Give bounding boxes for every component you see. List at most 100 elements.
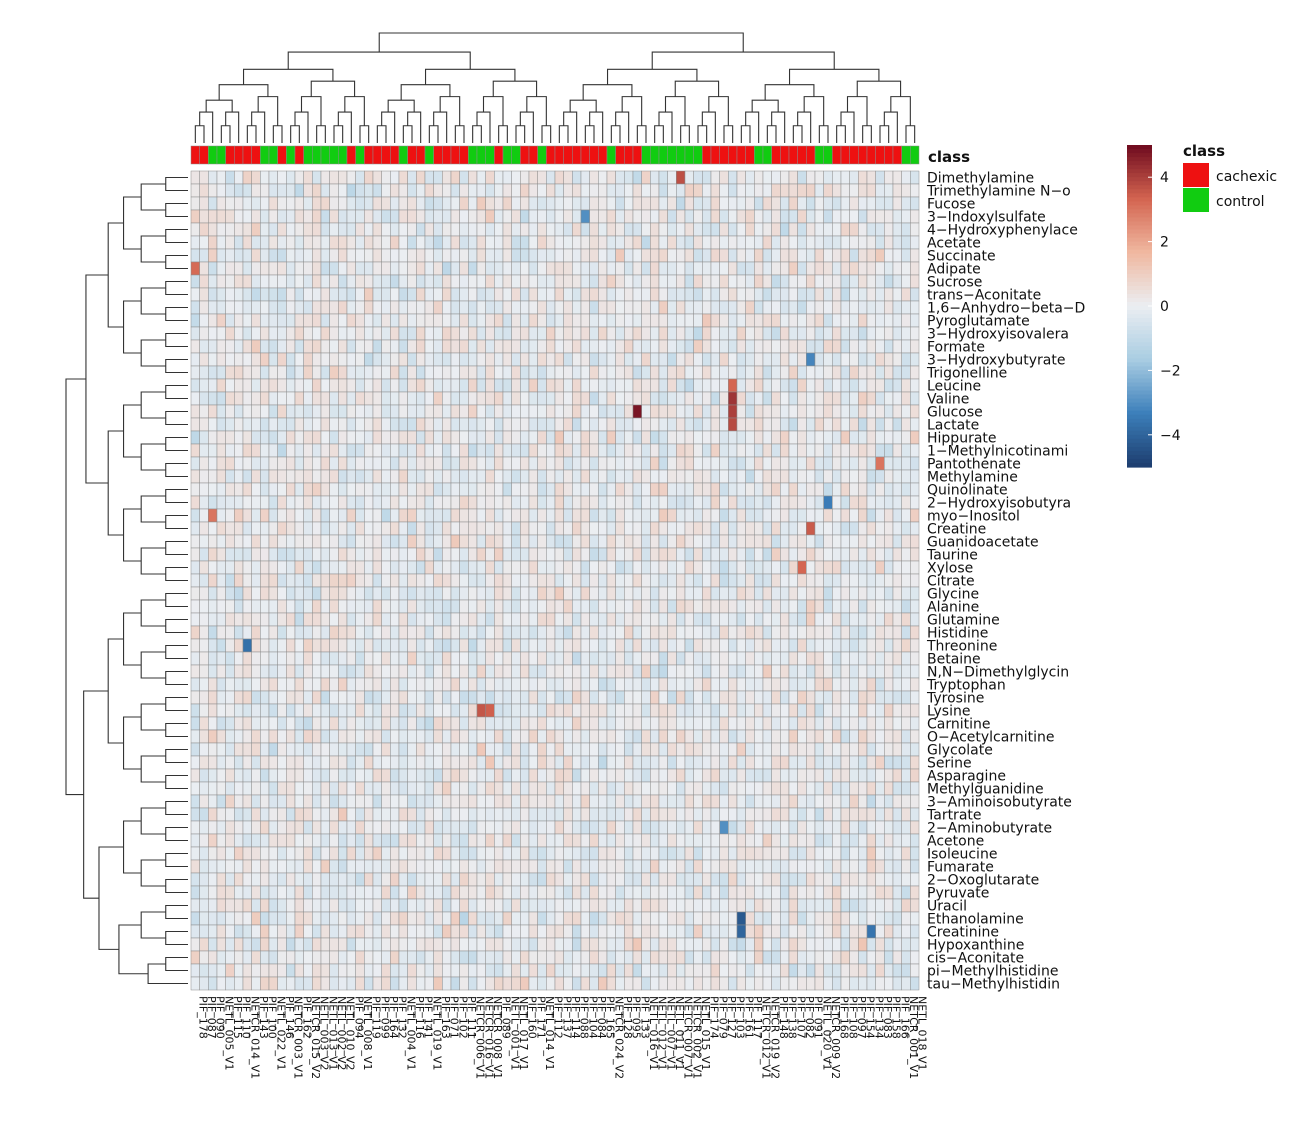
heatmap-cell — [528, 339, 538, 354]
heatmap-cell — [624, 794, 634, 809]
heatmap-cell — [658, 560, 668, 575]
dendrogram-branch — [519, 111, 534, 143]
heatmap-cell — [520, 820, 530, 835]
heatmap-cell — [199, 638, 209, 653]
heatmap-cell — [260, 833, 270, 848]
heatmap-cell — [849, 729, 859, 744]
dendrogram-branch — [165, 540, 188, 556]
heatmap-cell — [667, 547, 677, 562]
heatmap-cell — [225, 651, 235, 666]
heatmap-cell — [684, 729, 694, 744]
heatmap-cell — [641, 430, 651, 445]
heatmap-cell — [901, 235, 911, 250]
heatmap-cell — [329, 599, 339, 614]
class-annotation-cell — [866, 145, 876, 165]
heatmap-cell — [780, 313, 790, 328]
heatmap-cell — [320, 729, 330, 744]
heatmap-cell — [199, 677, 209, 692]
heatmap-cell — [251, 859, 261, 874]
heatmap-cell — [580, 248, 590, 263]
heatmap-cell — [528, 846, 538, 861]
heatmap-cell — [572, 183, 582, 198]
heatmap-cell — [554, 183, 564, 198]
heatmap-cell — [355, 755, 365, 770]
heatmap-cell — [416, 235, 426, 250]
heatmap-cell — [780, 690, 790, 705]
heatmap-cell — [208, 586, 218, 601]
heatmap-cell — [710, 456, 720, 471]
heatmap-cell — [632, 274, 642, 289]
heatmap-cell — [580, 768, 590, 783]
heatmap-cell — [216, 196, 226, 211]
heatmap-cell — [771, 768, 781, 783]
dendrogram-branch — [165, 514, 188, 530]
heatmap-cell — [641, 404, 651, 419]
heatmap-cell — [676, 274, 686, 289]
heatmap-cell — [632, 612, 642, 627]
heatmap-cell — [216, 820, 226, 835]
heatmap-cell — [858, 664, 868, 679]
dendrogram-branch — [165, 670, 188, 686]
heatmap-cell — [329, 170, 339, 185]
heatmap-cell — [823, 612, 833, 627]
heatmap-cell — [858, 807, 868, 822]
heatmap-cell — [710, 430, 720, 445]
heatmap-cell — [762, 404, 772, 419]
heatmap-cell — [632, 703, 642, 718]
heatmap-cell — [312, 677, 322, 692]
heatmap-cell — [849, 404, 859, 419]
heatmap-cell — [658, 651, 668, 666]
heatmap-cell — [606, 339, 616, 354]
heatmap-cell — [520, 885, 530, 900]
heatmap-cell — [502, 404, 512, 419]
heatmap-cell — [416, 781, 426, 796]
heatmap-cell — [745, 703, 755, 718]
heatmap-cell — [528, 456, 538, 471]
heatmap-cell — [511, 729, 521, 744]
heatmap-cell — [476, 625, 486, 640]
heatmap-cell — [684, 547, 694, 562]
heatmap-cell — [658, 599, 668, 614]
heatmap-cell — [277, 586, 287, 601]
heatmap-cell — [216, 547, 226, 562]
heatmap-cell — [459, 287, 469, 302]
heatmap-cell — [251, 404, 261, 419]
heatmap-cell — [416, 300, 426, 315]
heatmap-cell — [771, 664, 781, 679]
heatmap-cell — [875, 781, 885, 796]
heatmap-cell — [554, 404, 564, 419]
heatmap-cell — [537, 183, 547, 198]
heatmap-cell — [702, 222, 712, 237]
heatmap-cell — [754, 339, 764, 354]
heatmap-cell — [485, 651, 495, 666]
heatmap-cell — [398, 781, 408, 796]
heatmap-cell — [225, 300, 235, 315]
heatmap-cell — [710, 586, 720, 601]
heatmap-cell — [242, 560, 252, 575]
heatmap-cell — [355, 274, 365, 289]
heatmap-cell — [407, 703, 417, 718]
heatmap-cell — [459, 690, 469, 705]
heatmap-cell — [424, 755, 434, 770]
heatmap-cell — [840, 287, 850, 302]
heatmap-cell — [494, 846, 504, 861]
heatmap-cell — [901, 326, 911, 341]
heatmap-cell — [892, 794, 902, 809]
heatmap-cell — [511, 547, 521, 562]
heatmap-cell — [814, 807, 824, 822]
heatmap-cell — [606, 664, 616, 679]
heatmap-cell — [780, 287, 790, 302]
heatmap-cell — [528, 274, 538, 289]
heatmap-cell — [433, 456, 443, 471]
heatmap-cell — [563, 547, 573, 562]
heatmap-cell — [788, 391, 798, 406]
heatmap-cell — [823, 716, 833, 731]
heatmap-cell — [485, 443, 495, 458]
heatmap-cell — [468, 391, 478, 406]
heatmap-cell — [216, 274, 226, 289]
heatmap-cell — [797, 885, 807, 900]
heatmap-cell — [485, 729, 495, 744]
heatmap-cell — [858, 547, 868, 562]
heatmap-cell — [303, 222, 313, 237]
heatmap-cell — [693, 859, 703, 874]
